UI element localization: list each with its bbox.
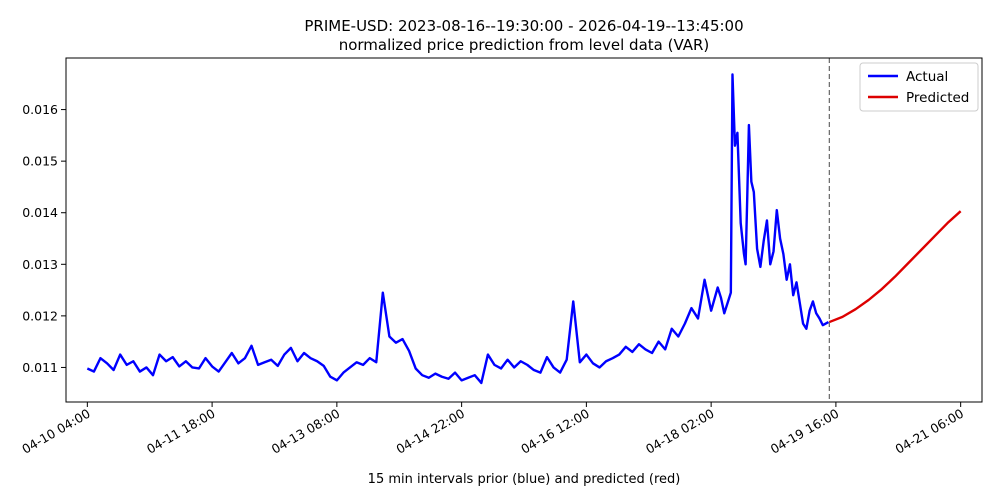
series-line-actual (86, 73, 830, 385)
y-tick-label: 0.012 (22, 308, 58, 323)
x-tick-label: 04-11 18:00 (144, 406, 218, 457)
y-tick-label: 0.011 (22, 360, 58, 375)
x-axis-label: 15 min intervals prior (blue) and predic… (368, 472, 681, 487)
legend: Actual Predicted (859, 62, 979, 112)
legend-actual-label: Actual (906, 69, 948, 85)
chart-title: PRIME-USD: 2023-08-16--19:30:00 - 2026-0… (304, 17, 743, 35)
series-line-predicted (828, 210, 962, 324)
legend-predicted-label: Predicted (906, 90, 969, 106)
y-tick-label: 0.013 (22, 257, 58, 272)
plot-area: 0.011 0.012 0.013 0.014 0.015 0.016 04-10 04:0… (19, 57, 983, 457)
x-tick-label: 04-18 02:00 (643, 406, 717, 457)
y-tick-label: 0.015 (22, 154, 58, 169)
axes-frame (65, 57, 983, 403)
x-tick-label: 04-10 04:00 (19, 406, 93, 457)
y-tick-label: 0.014 (22, 205, 58, 220)
x-tick-label: 04-13 08:00 (269, 406, 343, 457)
x-tick-label: 04-21 06:00 (893, 406, 967, 457)
x-tick-label: 04-16 12:00 (518, 406, 592, 457)
chart-subtitle: normalized price prediction from level d… (339, 36, 710, 54)
x-tick-label: 04-14 22:00 (394, 406, 468, 457)
x-tick-label: 04-19 16:00 (768, 406, 842, 457)
y-tick-label: 0.016 (22, 102, 58, 117)
